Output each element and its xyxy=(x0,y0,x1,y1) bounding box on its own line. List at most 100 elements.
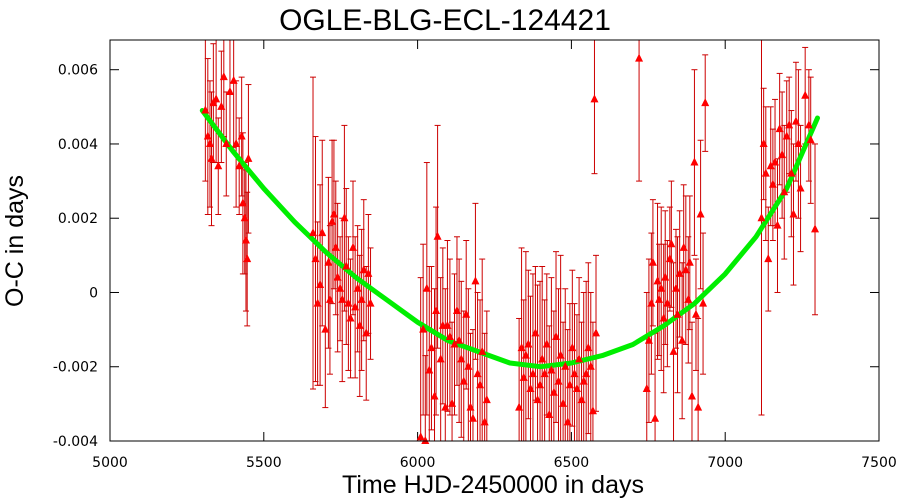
data-point xyxy=(349,242,358,251)
data-point xyxy=(521,350,530,359)
data-point xyxy=(764,254,773,263)
data-point xyxy=(657,283,666,292)
data-point xyxy=(766,161,775,170)
data-point xyxy=(768,179,777,188)
data-point xyxy=(794,138,803,147)
data-point xyxy=(364,268,373,277)
data-point xyxy=(362,328,371,337)
data-point xyxy=(212,94,221,103)
data-point xyxy=(533,395,542,404)
data-point xyxy=(313,298,322,307)
data-point xyxy=(669,346,678,355)
data-point xyxy=(655,294,664,303)
data-point xyxy=(778,150,787,159)
data-point xyxy=(205,138,214,147)
data-point xyxy=(559,398,568,407)
x-tick-label: 7000 xyxy=(707,455,743,471)
data-points xyxy=(201,53,820,444)
y-tick-label: 0 xyxy=(89,285,98,301)
data-point xyxy=(536,380,545,389)
data-point xyxy=(789,209,798,218)
data-point xyxy=(328,216,337,225)
data-point xyxy=(450,339,459,348)
data-point xyxy=(448,398,457,407)
data-point xyxy=(554,376,563,385)
data-point xyxy=(214,161,223,170)
data-point xyxy=(445,332,454,341)
data-point xyxy=(547,365,556,374)
plot-frame xyxy=(109,39,880,442)
data-point xyxy=(459,376,468,385)
data-point xyxy=(673,309,682,318)
data-point xyxy=(311,254,320,263)
data-point xyxy=(473,369,482,378)
data-point xyxy=(225,86,234,95)
data-point xyxy=(243,254,252,263)
error-bars xyxy=(202,39,819,442)
data-point xyxy=(592,328,601,337)
data-point xyxy=(648,257,657,266)
data-point xyxy=(691,309,700,318)
data-point xyxy=(432,306,441,315)
data-point xyxy=(679,242,688,251)
data-point xyxy=(524,339,533,348)
data-point xyxy=(565,380,574,389)
data-point xyxy=(238,198,247,207)
data-point xyxy=(757,213,766,222)
data-point xyxy=(545,410,554,419)
axis-ticks: 5000 5500 6000 6500 7000 7500 -0.004 -0.002 0 0.0… xyxy=(53,40,897,471)
data-point xyxy=(329,209,338,218)
data-point xyxy=(318,228,327,237)
data-point xyxy=(237,131,246,140)
data-point xyxy=(519,372,528,381)
y-tick-label: -0.002 xyxy=(53,360,98,376)
data-point xyxy=(217,101,226,110)
data-point xyxy=(462,309,471,318)
data-point xyxy=(584,343,593,352)
data-point xyxy=(344,298,353,307)
data-point xyxy=(563,417,572,426)
data-point xyxy=(351,302,360,311)
data-point xyxy=(342,261,351,270)
data-point xyxy=(240,213,249,222)
data-point xyxy=(787,168,796,177)
data-point xyxy=(575,354,584,363)
data-point xyxy=(316,280,325,289)
x-tick-label: 5000 xyxy=(92,455,128,471)
data-point xyxy=(309,228,318,237)
data-point xyxy=(651,413,660,422)
data-point xyxy=(478,346,487,355)
data-point xyxy=(647,298,656,307)
data-point xyxy=(582,369,591,378)
data-point xyxy=(201,105,210,114)
data-point xyxy=(219,72,228,81)
data-point xyxy=(570,369,579,378)
data-point xyxy=(517,343,526,352)
data-point xyxy=(556,350,565,359)
data-point xyxy=(771,157,780,166)
data-point xyxy=(416,432,425,441)
data-point xyxy=(538,354,547,363)
data-point xyxy=(572,384,581,393)
data-point xyxy=(430,391,439,400)
data-point xyxy=(577,395,586,404)
data-point xyxy=(785,120,794,129)
data-point xyxy=(433,231,442,240)
data-point xyxy=(346,313,355,322)
x-tick-label: 7500 xyxy=(861,455,897,471)
data-point xyxy=(528,369,537,378)
data-point xyxy=(782,131,791,140)
data-point xyxy=(588,406,597,415)
data-point xyxy=(421,436,430,444)
x-tick-label: 6500 xyxy=(554,455,590,471)
data-point xyxy=(353,283,362,292)
y-tick-label: 0.006 xyxy=(58,63,98,79)
data-point xyxy=(355,320,364,329)
data-point xyxy=(338,294,347,303)
data-point xyxy=(531,328,540,337)
data-point xyxy=(359,265,368,274)
data-point xyxy=(667,239,676,248)
data-point xyxy=(568,343,577,352)
data-point xyxy=(549,387,558,396)
